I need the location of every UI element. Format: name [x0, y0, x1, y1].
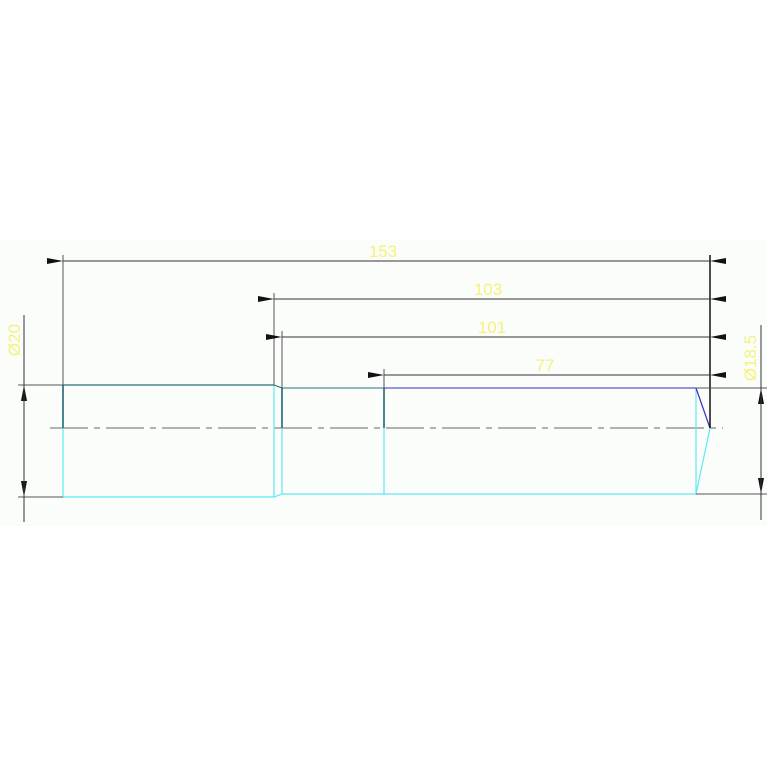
- dimension-diameter-20: Ø20: [5, 315, 27, 522]
- dimension-103: 103: [258, 280, 726, 302]
- extension-lines: [18, 255, 767, 498]
- dimension-101: 101: [266, 318, 726, 340]
- dimension-diameter-18-5: Ø18.5: [741, 325, 764, 520]
- shaft-part: [62, 384, 711, 498]
- dimension-label: 103: [474, 280, 502, 299]
- dimension-label: 101: [478, 318, 506, 337]
- dimension-label: Ø20: [5, 324, 24, 356]
- dimension-153: 153: [47, 242, 726, 264]
- dimension-label: 77: [536, 356, 555, 375]
- dimension-label: 153: [369, 242, 397, 261]
- dimension-label: Ø18.5: [741, 335, 760, 381]
- dimension-77: 77: [368, 356, 726, 378]
